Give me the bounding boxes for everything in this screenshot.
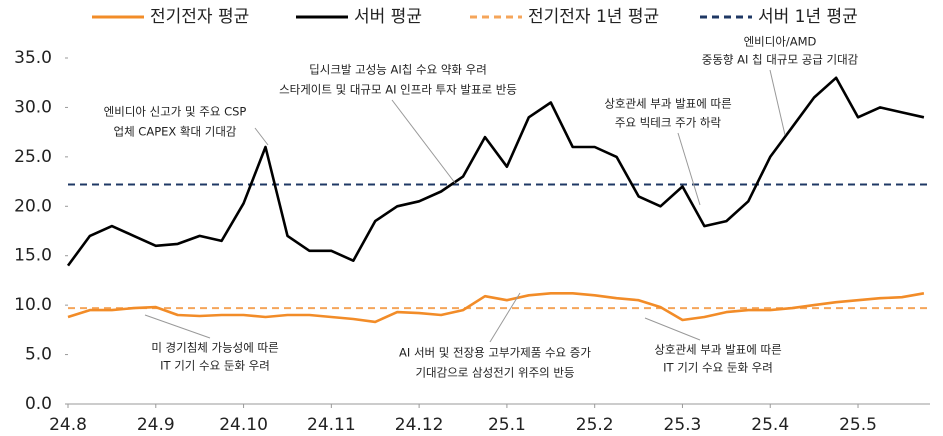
annotation-text: 업체 CAPEX 확대 기대감 [113,125,236,139]
annotation-text: 상호관세 부과 발표에 따른 [604,97,731,111]
annotation-text: 주요 빅테크 주가 하락 [615,116,722,130]
y-tick-label: 25.0 [14,147,52,167]
x-tick-label: 24.10 [219,415,268,435]
x-tick-label: 24.11 [307,415,356,435]
annotation-text: 기대감으로 삼성전기 위주의 반등 [415,366,574,380]
annotation-leader [144,314,211,339]
x-tick-label: 25.3 [664,415,702,435]
annotation-leader [677,132,701,206]
x-tick-label: 24.12 [395,415,444,435]
annotation-leader [644,317,701,341]
x-tick-label: 25.4 [751,415,789,435]
annotation-text: 엔비디아 신고가 및 주요 CSP [104,105,247,119]
x-tick-label: 25.1 [488,415,526,435]
series-line [66,76,925,267]
annotation-text: 상호관세 부과 발표에 따른 [654,343,781,357]
legend-label: 서버 평균 [354,7,422,27]
annotation-leader [769,69,786,136]
x-tick-label: 24.9 [137,415,175,435]
annotation-text: 딥시크발 고성능 AI칩 수요 약화 우려 [309,63,487,77]
series-line [67,292,925,324]
y-tick-label: 10.0 [14,295,52,315]
annotation-text: 중동향 AI 칩 대규모 공급 기대감 [702,53,859,67]
annotation-text: 미 경기침체 가능성에 따른 [151,341,278,355]
x-tick-label: 24.8 [49,415,87,435]
y-tick-label: 15.0 [14,246,52,266]
x-tick-label: 25.2 [576,415,614,435]
annotation-text: 엔비디아/AMD [744,35,817,49]
legend-label: 서버 1년 평균 [758,7,858,27]
y-tick-label: 20.0 [14,196,52,216]
y-tick-label: 35.0 [14,48,52,68]
annotation-leader [391,99,456,184]
annotation-text: AI 서버 및 전장용 고부가제품 수요 증가 [399,346,591,360]
legend-label: 전기전자 평균 [150,7,249,27]
legend-label: 전기전자 1년 평균 [528,7,659,27]
y-tick-label: 5.0 [25,345,52,365]
annotation-leader [489,292,521,343]
annotation-text: IT 기기 수요 둔화 우려 [663,361,773,375]
annotation-text: IT 기기 수요 둔화 우려 [160,359,270,373]
annotation-text: 스타게이트 및 대규모 AI 인프라 투자 발표로 반등 [279,83,517,97]
y-tick-label: 0.0 [25,394,52,414]
y-tick-label: 30.0 [14,97,52,117]
annotation-leader [254,127,269,146]
x-tick-label: 25.5 [839,415,877,435]
